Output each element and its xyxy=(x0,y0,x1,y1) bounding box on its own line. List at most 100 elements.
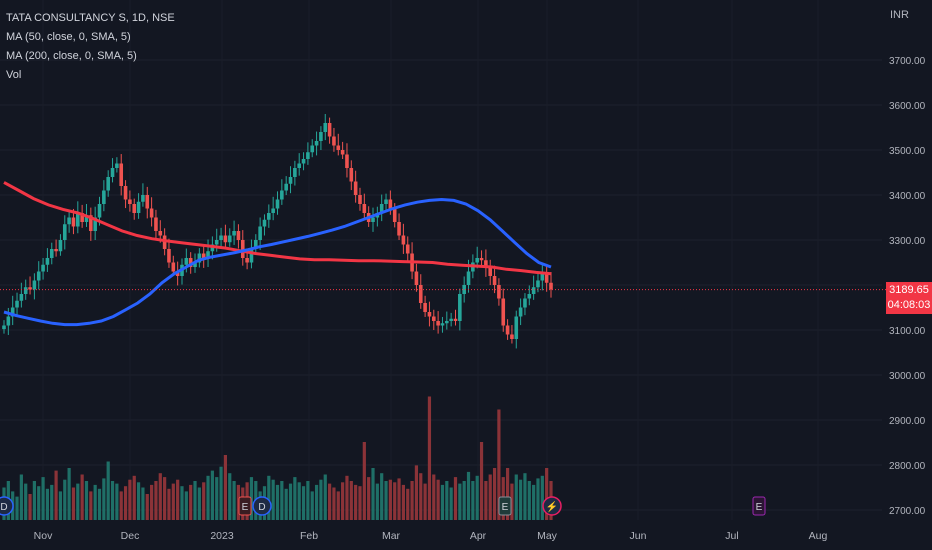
candle-body xyxy=(253,240,258,249)
candle-body xyxy=(510,334,514,339)
candle-body xyxy=(501,298,506,326)
earnings-marker[interactable] xyxy=(498,496,512,516)
candle-body xyxy=(236,231,241,240)
volume-bar xyxy=(106,461,110,520)
volume-bar xyxy=(492,468,497,520)
candle-body xyxy=(184,258,189,265)
candle-body xyxy=(206,251,210,258)
volume-bar xyxy=(488,474,492,520)
volume-bar xyxy=(37,486,41,520)
candle-body xyxy=(97,204,102,218)
candle-body xyxy=(301,159,306,164)
candle-body xyxy=(397,222,401,236)
volume-bar xyxy=(406,488,410,520)
candle-body xyxy=(371,217,375,222)
volume-bar xyxy=(362,442,366,520)
candle-body xyxy=(162,235,167,249)
candle-body xyxy=(28,287,32,290)
marker-label: E xyxy=(756,502,763,513)
candle-body xyxy=(245,258,249,263)
earnings-marker[interactable] xyxy=(752,496,766,516)
candle-body xyxy=(488,267,493,276)
candle-body xyxy=(358,195,362,204)
candle-body xyxy=(240,240,245,258)
volume-bar xyxy=(171,483,175,520)
legend-vol[interactable]: Vol xyxy=(6,69,22,81)
candle-body xyxy=(106,177,110,191)
candle-body xyxy=(536,280,540,288)
volume-bar xyxy=(45,488,50,520)
volume-bar xyxy=(545,468,549,520)
candle-body xyxy=(431,316,436,321)
volume-bar xyxy=(232,481,236,520)
candle-body xyxy=(6,316,11,326)
volume-bar xyxy=(345,475,349,520)
candle-body xyxy=(123,186,128,200)
volume-bar xyxy=(432,474,436,520)
volume-bar xyxy=(523,473,527,520)
candle-body xyxy=(49,249,54,258)
earnings-marker[interactable] xyxy=(238,496,252,516)
volume-bar xyxy=(427,396,432,520)
volume-bar xyxy=(228,473,232,520)
split-marker[interactable] xyxy=(542,496,562,516)
y-tick-label: 3600.00 xyxy=(889,101,926,112)
ma50-line xyxy=(3,197,552,327)
volume-bar xyxy=(236,484,241,520)
candle-body xyxy=(336,145,341,150)
volume-bar xyxy=(184,491,188,520)
volume-bar xyxy=(341,482,345,520)
volume-bar xyxy=(536,478,540,520)
candle-body xyxy=(10,307,15,317)
last-price-tag: 3189.65 04:08:03 xyxy=(886,281,932,314)
volume-bar xyxy=(475,475,479,520)
volume-bar xyxy=(384,481,388,520)
volume-bar xyxy=(375,483,379,520)
candle-body xyxy=(19,294,24,301)
dividend-marker[interactable] xyxy=(252,496,272,516)
countdown-timer: 04:08:03 xyxy=(887,298,931,311)
candle-body xyxy=(362,204,367,213)
currency-label[interactable]: INR xyxy=(890,9,909,21)
candle-body xyxy=(58,240,63,252)
candle-body xyxy=(384,199,388,204)
volume-bar xyxy=(84,481,89,520)
candle-body xyxy=(84,215,89,222)
candle-body xyxy=(171,262,176,272)
dividend-marker[interactable] xyxy=(0,496,14,516)
volume-bar xyxy=(297,482,301,520)
marker-label: D xyxy=(0,502,7,513)
candle-body xyxy=(379,204,384,213)
legend-ma200[interactable]: MA (200, close, 0, SMA, 5) xyxy=(6,50,137,62)
volume-bar xyxy=(367,477,371,520)
volume-bar xyxy=(401,484,405,520)
volume-bar xyxy=(423,483,427,520)
y-tick-label: 3400.00 xyxy=(889,191,926,202)
candle-body xyxy=(531,287,536,294)
candle-body xyxy=(219,235,223,240)
legend-symbol[interactable]: TATA CONSULTANCY S, 1D, NSE xyxy=(6,12,175,24)
volume-bar xyxy=(397,478,401,520)
candle-body xyxy=(514,316,519,339)
volume-bar xyxy=(280,481,284,520)
y-tick-label: 3700.00 xyxy=(889,56,926,67)
volume-bar xyxy=(393,482,397,520)
candle-body xyxy=(132,204,137,213)
volume-bar xyxy=(67,468,71,520)
candle-body xyxy=(93,217,97,231)
marker-label: E xyxy=(502,502,509,513)
candle-body xyxy=(15,300,19,308)
legend-ma50[interactable]: MA (50, close, 0, SMA, 5) xyxy=(6,31,131,43)
volume-bar xyxy=(445,481,449,520)
candle-body xyxy=(540,273,545,281)
last-price-value: 3189.65 xyxy=(889,283,929,296)
candle-body xyxy=(45,258,50,265)
x-tick-label: Nov xyxy=(34,530,53,542)
x-tick-label: Apr xyxy=(470,530,487,542)
candle-body xyxy=(466,271,471,285)
volume-bar xyxy=(479,442,484,520)
x-tick-label: Jul xyxy=(725,530,738,542)
volume-bar xyxy=(176,479,180,520)
